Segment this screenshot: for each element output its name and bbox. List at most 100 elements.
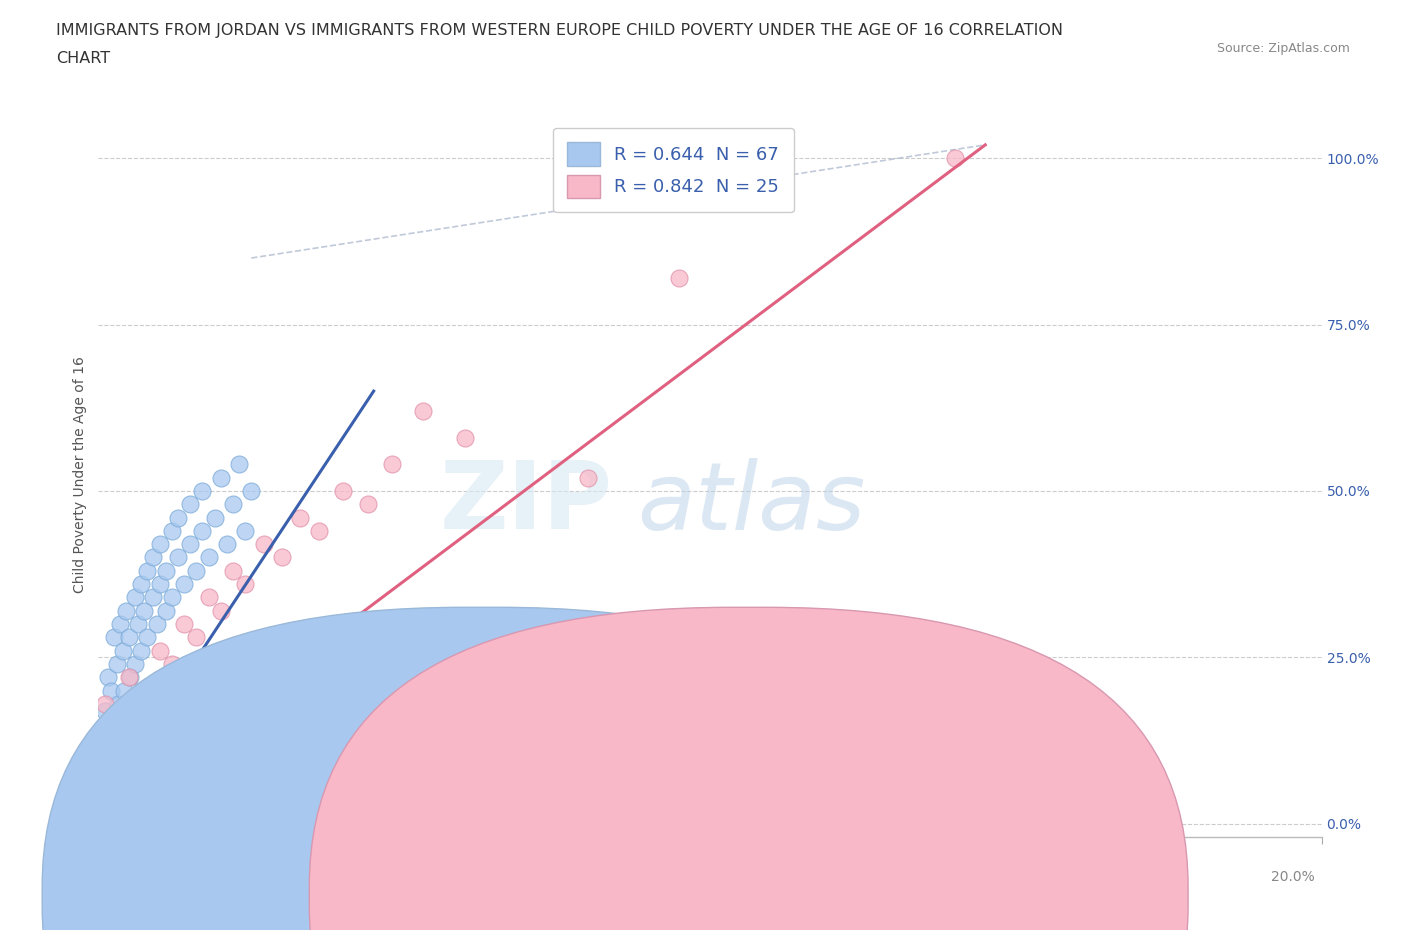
Point [118,697,141,711]
Text: 20.0%: 20.0% [1271,870,1315,884]
Point [142,550,165,565]
Point [215,537,238,551]
Point [149,537,172,551]
Point [454,431,477,445]
Point [111,724,134,738]
Text: IMMIGRANTS FROM JORDAN VS IMMIGRANTS FROM WESTERN EUROPE CHILD POVERTY UNDER THE: IMMIGRANTS FROM JORDAN VS IMMIGRANTS FRO… [56,23,1063,38]
Point [134,604,156,618]
Point [209,604,232,618]
Point [160,524,183,538]
Point [423,756,446,771]
Point [142,590,165,604]
Text: CHART: CHART [56,51,110,66]
Point [124,657,146,671]
Point [118,670,141,684]
Point [93,763,115,777]
Point [105,657,128,671]
Point [155,564,177,578]
Point [136,564,159,578]
Point [222,564,245,578]
Point [145,617,167,631]
Point [197,550,219,565]
Point [100,684,122,698]
Point [112,684,135,698]
Point [120,670,142,684]
Point [240,484,263,498]
Point [160,590,183,604]
Point [332,484,354,498]
Point [105,737,128,751]
Point [186,630,208,644]
Point [124,590,146,604]
Text: Immigrants from Jordan: Immigrants from Jordan [509,889,673,904]
Point [103,630,125,644]
Text: ZIP: ZIP [439,458,612,550]
Point [191,524,214,538]
Point [90,783,112,798]
Point [97,670,120,684]
Point [191,484,214,498]
Point [94,750,117,764]
Point [186,564,208,578]
Point [115,604,138,618]
Legend: R = 0.644  N = 67, R = 0.842  N = 25: R = 0.644 N = 67, R = 0.842 N = 25 [553,128,794,212]
Text: Source: ZipAtlas.com: Source: ZipAtlas.com [1216,42,1350,55]
Point [233,524,256,538]
Point [101,710,124,724]
Point [129,577,152,591]
Point [118,777,141,791]
Point [93,697,115,711]
Point [108,763,131,777]
Point [97,777,120,791]
Point [167,511,190,525]
Point [149,777,172,791]
Point [173,577,195,591]
Point [179,537,201,551]
Y-axis label: Child Poverty Under the Age of 16: Child Poverty Under the Age of 16 [73,356,87,592]
Point [233,577,256,591]
Point [270,550,292,565]
Point [127,617,149,631]
Point [167,550,190,565]
Point [105,724,128,738]
Point [356,497,378,512]
Point [290,511,312,525]
Point [108,617,131,631]
Point [228,457,250,472]
Text: Immigrants from Western Europe: Immigrants from Western Europe [776,889,1007,904]
Point [197,590,219,604]
Point [98,763,121,777]
Point [155,604,177,618]
Point [209,471,232,485]
Point [129,684,152,698]
Point [252,537,274,551]
Point [93,703,115,718]
Point [129,644,152,658]
Point [173,617,195,631]
Point [111,644,134,658]
Text: atlas: atlas [637,458,865,549]
Point [90,730,112,745]
Point [668,271,690,286]
Point [111,716,134,731]
Point [124,737,146,751]
Point [118,630,141,644]
Point [100,737,122,751]
Point [103,790,125,804]
Point [222,497,245,512]
Point [105,724,128,738]
Point [576,471,599,485]
Text: 0.0%: 0.0% [103,870,138,884]
Point [308,524,330,538]
Point [136,710,159,724]
Point [454,796,477,811]
Point [136,630,159,644]
Point [105,750,128,764]
Point [412,404,434,418]
Point [204,511,226,525]
Point [149,644,172,658]
Point [107,697,129,711]
Point [149,577,172,591]
Point [160,657,183,671]
Point [179,497,201,512]
